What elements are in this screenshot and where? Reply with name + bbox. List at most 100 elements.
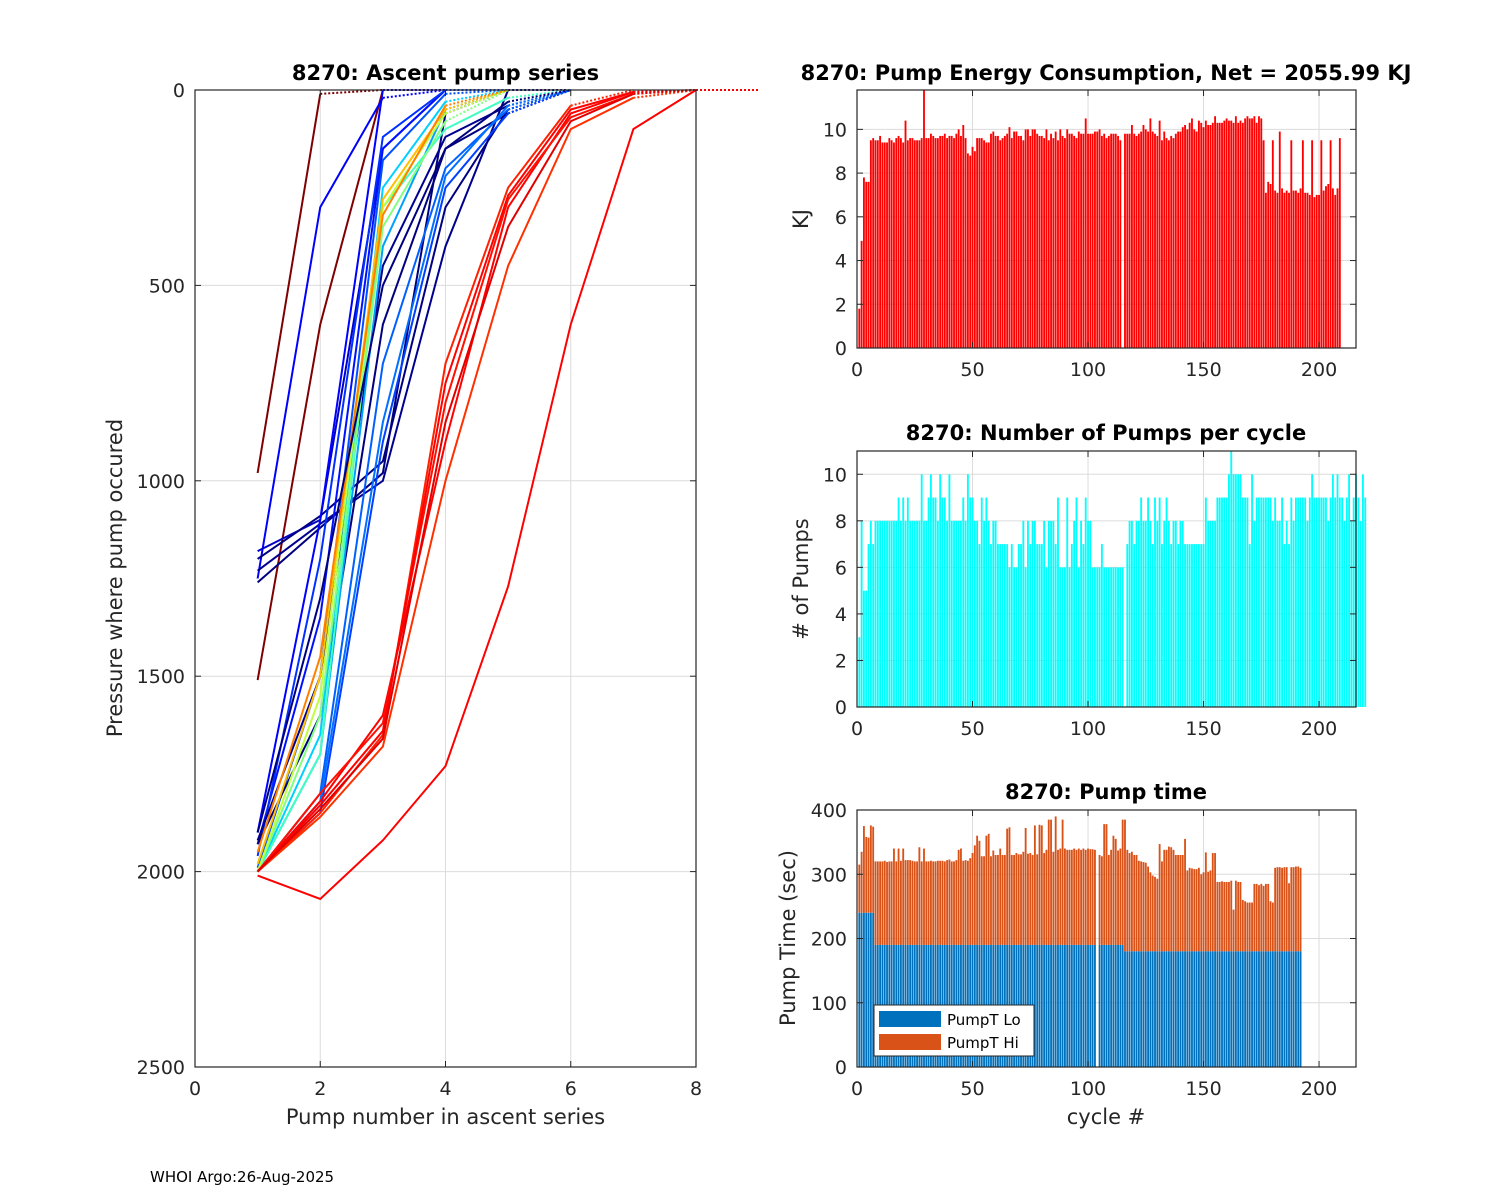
pumptime-hi-bar — [886, 862, 888, 945]
pumptime-hi-bar — [1292, 867, 1295, 952]
pumptime-hi-bar — [902, 848, 905, 945]
pumps-bar — [990, 544, 992, 707]
pumptime-hi-bar — [893, 848, 895, 945]
energy-bar — [1269, 184, 1272, 348]
pumptime-hi-bar — [943, 861, 946, 945]
pumptime-hi-bar — [1059, 848, 1062, 945]
energy-bar — [1288, 192, 1290, 348]
pumps-bar — [1128, 520, 1131, 707]
pumps-bar — [985, 497, 988, 707]
pumptime-lo-bar — [1276, 951, 1279, 1067]
energy-bar — [1167, 140, 1170, 348]
pumps-bar — [1301, 497, 1304, 707]
pumps-bar — [1098, 567, 1101, 707]
pumptime-lo-bar — [1066, 944, 1069, 1067]
pumptime-hi-bar — [950, 861, 953, 945]
pumptime-hi-bar — [973, 845, 976, 945]
pumps-bar — [1221, 497, 1223, 707]
pumptime-hi-bar — [1130, 851, 1133, 952]
energy-bar — [879, 135, 882, 348]
energy-bar — [897, 135, 900, 348]
energy-ylabel: KJ — [789, 209, 813, 229]
pumps-bar — [1084, 497, 1087, 707]
pumptime-hi-bar — [909, 860, 912, 945]
pumptime-hi-bar — [1188, 867, 1191, 952]
pumptime-hi-bar — [1100, 856, 1103, 945]
pumptime-hi-bar — [1103, 824, 1106, 945]
pumps-bar — [1258, 497, 1260, 707]
pumps-bar — [973, 520, 976, 707]
pumps-bar — [999, 544, 1002, 707]
pumptime-hi-bar — [996, 854, 999, 945]
pumps-ytick-label: 10 — [823, 464, 847, 486]
pumptime-hi-bar — [1040, 825, 1043, 945]
pumps-bar — [1311, 474, 1314, 707]
energy-bar — [1165, 138, 1168, 348]
energy-bar — [1089, 133, 1092, 348]
pumptime-hi-bar — [1204, 852, 1207, 952]
energy-bar — [1308, 194, 1311, 348]
energy-bar — [1130, 124, 1133, 348]
pumptime-hi-bar — [936, 860, 939, 945]
pumptime-hi-bar — [1084, 849, 1087, 945]
pumptime-hi-bar — [1098, 854, 1101, 945]
pumptime-lo-bar — [858, 912, 861, 1067]
pumptime-hi-bar — [964, 860, 967, 945]
ascent-surface-segment — [445, 89, 509, 95]
pumps-bar — [1292, 520, 1295, 707]
ascent-series-line — [256, 105, 447, 853]
pumps-bar — [1281, 497, 1283, 707]
pumps-ytick-label: 2 — [835, 650, 847, 672]
pumptime-lo-bar — [1068, 944, 1071, 1067]
energy-bar — [999, 140, 1002, 348]
pumps-bar — [1167, 520, 1170, 707]
energy-bar — [994, 135, 997, 348]
pumptime-hi-bar — [1285, 867, 1288, 952]
pumptime-hi-bar — [906, 860, 909, 945]
pumps-xtick-label: 0 — [851, 718, 863, 740]
pumptime-lo-bar — [1239, 951, 1242, 1067]
pumps-bar — [1073, 520, 1076, 707]
energy-bar — [1040, 135, 1043, 348]
pumptime-hi-bar — [1135, 854, 1138, 952]
pumptime-hi-bar — [1091, 849, 1094, 945]
pumptime-hi-bar — [1031, 854, 1034, 945]
pumps-bar — [1151, 544, 1154, 707]
pumptime-hi-bar — [872, 826, 875, 913]
pumptime-hi-bar — [1045, 849, 1048, 945]
pumptime-hi-bar — [1057, 849, 1059, 945]
energy-bar — [865, 181, 868, 348]
pumptime-hi-bar — [1239, 881, 1242, 952]
pumptime-lo-bar — [1038, 944, 1041, 1067]
pumptime-hi-bar — [1112, 835, 1115, 945]
energy-bar — [1103, 133, 1106, 348]
pumps-bar — [1050, 520, 1052, 707]
pumptime-lo-bar — [1225, 951, 1228, 1067]
ascent-series-line — [256, 104, 509, 841]
pumptime-lo-bar — [863, 912, 865, 1067]
pumptime-hi-bar — [1147, 866, 1150, 952]
energy-bar — [964, 138, 967, 348]
pumptime-lo-bar — [1274, 951, 1277, 1067]
energy-bar — [1207, 124, 1210, 348]
energy-bar — [1228, 120, 1230, 348]
energy-bar — [1031, 129, 1034, 348]
pumps-bar — [1179, 520, 1182, 707]
pumptime-lo-bar — [1112, 944, 1115, 1067]
energy-bar — [1290, 140, 1293, 348]
pumptime-lo-bar — [1244, 951, 1247, 1067]
pumps-bar — [1094, 567, 1096, 707]
energy-bar — [1082, 133, 1085, 348]
pumps-bar — [1306, 520, 1309, 707]
pumps-bar — [906, 497, 909, 707]
ascent-surface-segment — [320, 89, 383, 95]
pumptime-lo-bar — [1204, 951, 1207, 1067]
energy-bar — [1329, 140, 1332, 348]
pumps-bar — [1047, 520, 1050, 707]
pumptime-hi-bar — [865, 836, 868, 913]
energy-bar — [1114, 133, 1117, 348]
pumptime-hi-bar — [1237, 881, 1240, 952]
pumps-bar — [858, 637, 861, 707]
energy-bar — [1281, 188, 1283, 348]
pumptime-lo-bar — [1181, 951, 1184, 1067]
